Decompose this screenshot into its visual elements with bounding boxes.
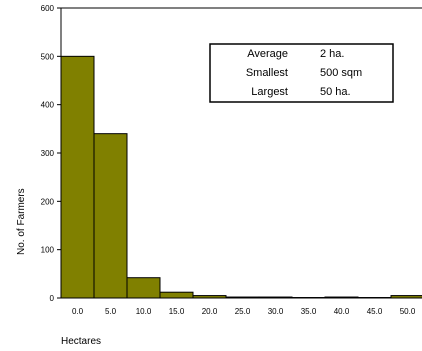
stats-box-frame: [209, 43, 394, 103]
x-tick-label: 50.0: [400, 307, 416, 316]
y-tick-label: 100: [41, 246, 55, 255]
x-tick-label: 25.0: [235, 307, 251, 316]
x-tick-label: 45.0: [367, 307, 383, 316]
x-tick-label: 10.0: [136, 307, 152, 316]
bar-10.0: [126, 277, 161, 299]
x-tick-label: 20.0: [202, 307, 218, 316]
bar-0.0: [60, 55, 95, 299]
stats-label-average: Average: [247, 48, 288, 60]
y-axis-title: No. of Farmers: [16, 188, 27, 255]
stats-label-smallest: Smallest: [246, 67, 288, 79]
y-tick-label: 0: [50, 294, 55, 303]
bar-15.0: [159, 291, 194, 299]
x-tick-label: 5.0: [105, 307, 117, 316]
stats-label-largest: Largest: [251, 86, 288, 98]
x-tick-label: 40.0: [334, 307, 350, 316]
y-axis-ticks: 0 100 200 300 400 500 600: [41, 4, 61, 303]
stats-value-average: 2 ha.: [320, 48, 344, 60]
stats-value-largest: 50 ha.: [320, 86, 351, 98]
bar-5.0: [93, 133, 128, 299]
y-tick-label: 200: [41, 197, 55, 206]
x-tick-label: 30.0: [268, 307, 284, 316]
x-axis-title: Hectares: [61, 336, 101, 347]
y-tick-label: 300: [41, 149, 55, 158]
y-tick-label: 600: [41, 4, 55, 13]
y-tick-label: 500: [41, 52, 55, 61]
x-axis-ticks: 0.0 5.0 10.0 15.0 20.0 25.0 30.0 35.0 40.0 45.0 50…: [72, 307, 416, 316]
stats-value-smallest: 500 sqm: [320, 67, 362, 79]
x-tick-label: 0.0: [72, 307, 84, 316]
stats-box: Average 2 ha. Smallest 500 sqm Largest 5…: [209, 43, 394, 103]
x-tick-label: 35.0: [301, 307, 317, 316]
y-tick-label: 400: [41, 101, 55, 110]
x-tick-label: 15.0: [169, 307, 185, 316]
